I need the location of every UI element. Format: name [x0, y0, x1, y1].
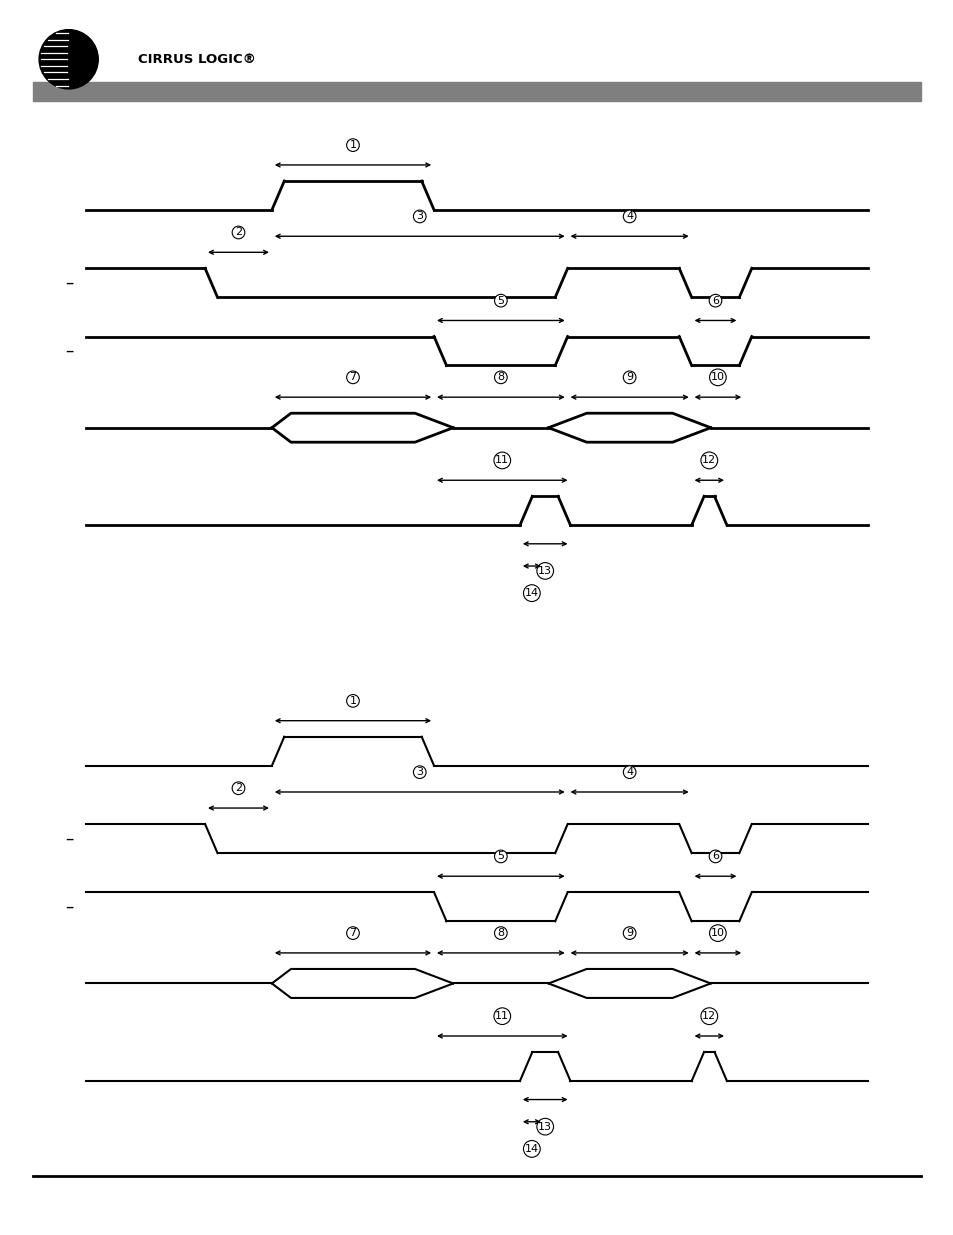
Text: –: –	[66, 274, 73, 291]
Ellipse shape	[39, 30, 98, 89]
Text: 10: 10	[710, 372, 724, 383]
Text: 14: 14	[524, 588, 538, 598]
Text: 10: 10	[710, 927, 724, 939]
Text: 5: 5	[497, 851, 504, 861]
Text: 14: 14	[524, 1144, 538, 1153]
Text: 8: 8	[497, 927, 504, 939]
Text: 5: 5	[497, 295, 504, 305]
Text: 6: 6	[711, 851, 719, 861]
Text: –: –	[66, 830, 73, 847]
Text: 13: 13	[537, 566, 552, 576]
Text: 4: 4	[625, 767, 633, 777]
Text: 2: 2	[234, 783, 242, 793]
Text: 8: 8	[497, 372, 504, 383]
Text: 1: 1	[349, 695, 356, 706]
Text: 7: 7	[349, 927, 356, 939]
Text: CIRRUS LOGIC®: CIRRUS LOGIC®	[138, 53, 256, 65]
Text: 12: 12	[701, 1011, 716, 1021]
Text: 9: 9	[625, 927, 633, 939]
Text: 3: 3	[416, 767, 423, 777]
Text: 7: 7	[349, 372, 356, 383]
Text: 9: 9	[625, 372, 633, 383]
Bar	[33, 82, 920, 101]
Text: 11: 11	[495, 456, 509, 466]
Text: 11: 11	[495, 1011, 509, 1021]
Text: 13: 13	[537, 1121, 552, 1131]
Text: 2: 2	[234, 227, 242, 237]
Text: 3: 3	[416, 211, 423, 221]
Text: 1: 1	[349, 140, 356, 151]
Text: 12: 12	[701, 456, 716, 466]
Text: 6: 6	[711, 295, 719, 305]
Text: 4: 4	[625, 211, 633, 221]
Text: –: –	[66, 342, 73, 361]
Text: –: –	[66, 898, 73, 916]
